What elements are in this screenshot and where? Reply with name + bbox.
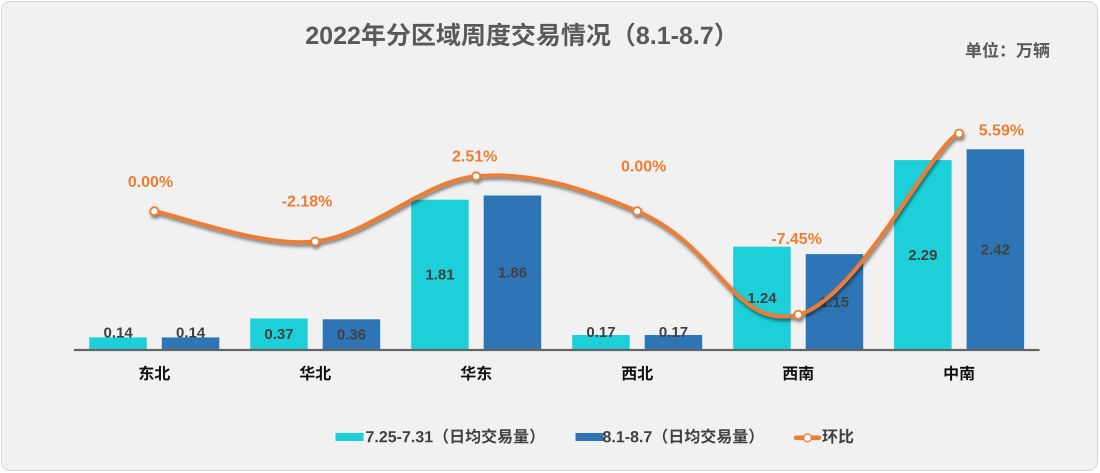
svg-text:0.37: 0.37 [264,326,293,343]
svg-text:1.24: 1.24 [747,290,777,307]
svg-text:2.29: 2.29 [908,247,937,264]
svg-text:0.14: 0.14 [103,325,133,342]
svg-text:1.81: 1.81 [425,267,454,284]
svg-text:0.00%: 0.00% [128,174,173,191]
svg-text:-7.45%: -7.45% [771,231,822,248]
svg-text:0.00%: 0.00% [621,158,666,175]
svg-text:2.42: 2.42 [981,241,1010,258]
svg-text:1.86: 1.86 [498,265,527,282]
svg-text:5.59%: 5.59% [979,123,1024,140]
svg-text:0.17: 0.17 [586,324,615,341]
svg-text:0.14: 0.14 [176,325,206,342]
svg-text:2.51%: 2.51% [452,149,497,166]
svg-text:-2.18%: -2.18% [282,193,333,210]
svg-text:0.17: 0.17 [659,324,688,341]
svg-text:0.36: 0.36 [337,327,366,344]
